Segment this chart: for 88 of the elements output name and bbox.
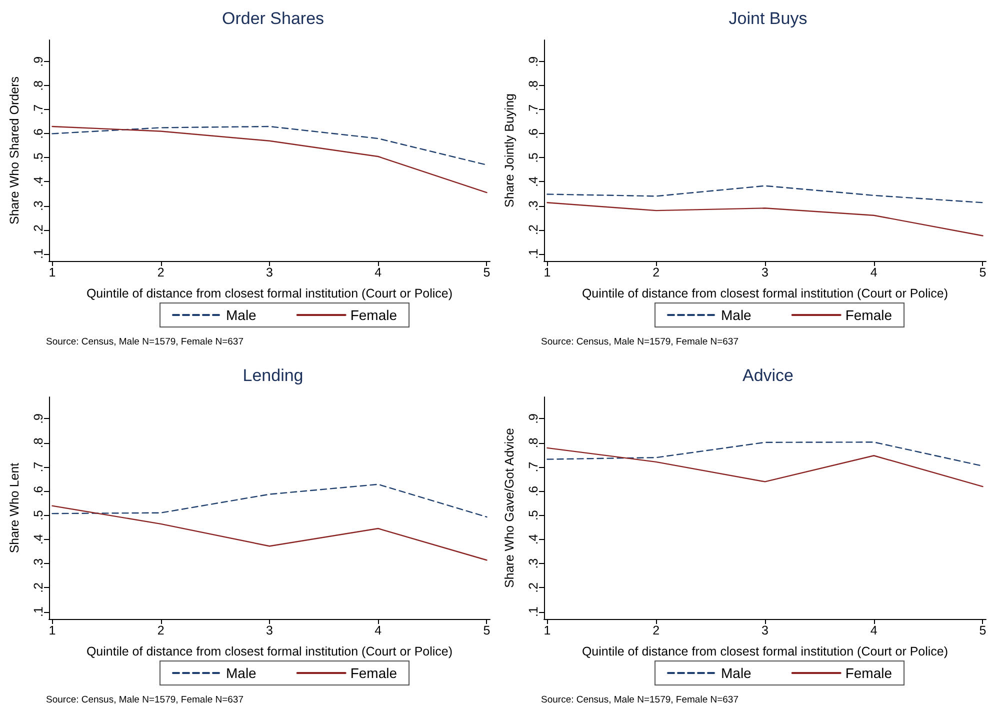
y-tick-label: .6	[32, 486, 46, 496]
y-tick-label: .7	[32, 104, 46, 115]
y-tick-label: .6	[526, 486, 540, 496]
chart-title: Advice	[742, 366, 794, 385]
legend-label: Female	[845, 307, 892, 323]
y-tick-label: .8	[32, 438, 46, 448]
chart-title: Lending	[242, 366, 304, 385]
line-series	[52, 505, 488, 561]
y-tick-label: .9	[526, 56, 540, 67]
x-tick-label: 2	[157, 624, 164, 638]
y-tick-label: .8	[526, 80, 540, 91]
y-tick-label: .1	[32, 248, 46, 260]
y-tick-label: .2	[526, 582, 540, 593]
line-series	[52, 126, 488, 166]
y-tick-label: .4	[32, 534, 46, 545]
y-tick-label: .6	[32, 128, 46, 139]
legend-label: Female	[350, 665, 398, 681]
chart-title: Joint Buys	[728, 9, 808, 28]
y-axis-title: Share Who Lent	[8, 462, 22, 554]
x-tick-label: 2	[652, 266, 660, 280]
x-tick-label: 1	[544, 624, 551, 638]
x-tick-label: 3	[762, 266, 769, 280]
x-tick-label: 4	[870, 624, 878, 638]
y-axis-title: Share Who Gave/Got Advice	[502, 428, 516, 588]
y-tick-label: .2	[32, 582, 46, 593]
y-tick-label: .7	[526, 104, 540, 115]
x-tick-label: 1	[48, 266, 56, 280]
x-axis-title: Quintile of distance from closest formal institution (Court or Police)	[86, 644, 453, 658]
y-tick-label: .2	[32, 224, 46, 235]
x-tick-label: 2	[652, 624, 660, 638]
x-tick-label: 2	[157, 266, 164, 280]
line-series	[546, 447, 984, 488]
source-note: Source: Census, Male N=1579, Female N=637	[541, 694, 738, 706]
x-tick-label: 1	[48, 624, 56, 638]
y-tick-label: .8	[32, 80, 46, 91]
y-tick-label: .3	[32, 558, 46, 569]
y-tick-label: .3	[32, 200, 46, 211]
source-note: Source: Census, Male N=1579, Female N=637	[541, 336, 738, 348]
y-tick-label: .9	[526, 413, 540, 424]
line-series	[546, 442, 984, 467]
line-series	[546, 202, 984, 236]
x-axis-title: Quintile of distance from closest formal institution (Court or Police)	[582, 286, 948, 300]
legend-label: Female	[350, 307, 398, 323]
y-tick-label: .4	[526, 534, 540, 545]
x-tick-label: 5	[979, 624, 986, 638]
source-note: Source: Census, Male N=1579, Female N=637	[46, 336, 244, 348]
y-tick-label: .4	[32, 176, 46, 187]
y-tick-label: .1	[32, 606, 46, 617]
x-axis-title: Quintile of distance from closest formal institution (Court or Police)	[86, 286, 453, 300]
y-tick-label: .6	[526, 128, 540, 139]
y-tick-label: .5	[526, 152, 540, 163]
y-tick-label: .5	[526, 510, 540, 520]
x-tick-label: 5	[979, 266, 986, 280]
y-tick-label: .9	[32, 56, 46, 67]
line-series	[52, 484, 488, 518]
x-tick-label: 3	[266, 624, 274, 638]
y-tick-label: .3	[526, 200, 540, 211]
x-tick-label: 3	[762, 624, 769, 638]
line-series	[52, 126, 488, 194]
x-tick-label: 4	[870, 266, 878, 280]
legend-label: Male	[226, 665, 257, 681]
y-tick-label: .9	[32, 413, 46, 424]
x-tick-label: 4	[374, 624, 382, 638]
x-tick-label: 4	[374, 266, 382, 280]
y-tick-label: .3	[526, 558, 540, 569]
y-tick-label: .1	[526, 248, 540, 260]
legend-label: Female	[845, 665, 892, 681]
line-series	[546, 185, 984, 204]
x-tick-label: 1	[544, 266, 551, 280]
x-tick-label: 5	[483, 266, 490, 280]
y-axis-title: Share Who Shared Orders	[8, 76, 22, 224]
y-tick-label: .5	[32, 510, 46, 520]
y-tick-label: .7	[32, 462, 46, 472]
x-tick-label: 3	[266, 266, 274, 280]
legend-label: Male	[721, 307, 752, 323]
y-tick-label: .8	[526, 438, 540, 448]
y-tick-label: .2	[526, 224, 540, 235]
source-note: Source: Census, Male N=1579, Female N=637	[46, 694, 244, 706]
y-tick-label: .1	[526, 606, 540, 617]
y-tick-label: .5	[32, 152, 46, 163]
chart-title: Order Shares	[222, 9, 324, 28]
y-axis-title: Share Jointly Buying	[502, 93, 516, 208]
legend-label: Male	[721, 665, 752, 681]
legend-label: Male	[226, 307, 257, 323]
y-tick-label: .7	[526, 462, 540, 472]
y-tick-label: .4	[526, 176, 540, 187]
x-tick-label: 5	[483, 624, 490, 638]
x-axis-title: Quintile of distance from closest formal institution (Court or Police)	[582, 644, 948, 658]
